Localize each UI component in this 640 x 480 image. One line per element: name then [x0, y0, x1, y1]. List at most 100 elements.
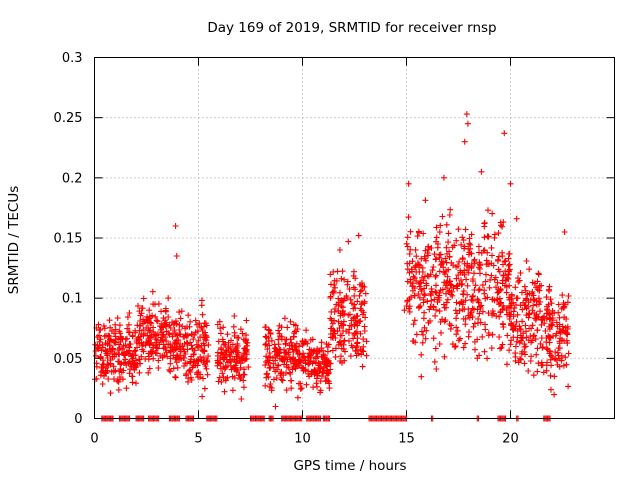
data-point — [433, 238, 439, 245]
data-point — [188, 331, 195, 338]
data-point — [217, 360, 224, 367]
data-point — [454, 285, 461, 292]
data-point — [459, 306, 466, 313]
data-point — [467, 241, 474, 248]
data-point — [506, 250, 513, 257]
data-point — [286, 369, 293, 376]
data-point — [456, 258, 463, 265]
data-point — [453, 237, 460, 244]
data-point — [509, 326, 516, 333]
data-point — [505, 255, 512, 262]
data-point — [460, 288, 467, 294]
data-point — [484, 355, 491, 362]
data-point — [504, 332, 511, 339]
data-point — [406, 308, 413, 315]
data-point — [310, 348, 317, 355]
data-point — [543, 367, 550, 374]
data-point — [214, 321, 221, 328]
data-point — [105, 376, 112, 382]
data-point — [107, 324, 114, 331]
data-point — [437, 222, 444, 229]
data-point — [146, 365, 153, 372]
data-point — [199, 328, 206, 334]
data-point — [442, 317, 449, 323]
data-point — [468, 231, 475, 238]
data-point — [564, 323, 571, 330]
data-point — [411, 274, 418, 281]
data-point — [488, 272, 495, 279]
data-point — [288, 385, 295, 392]
data-point — [453, 315, 460, 322]
data-point — [338, 332, 345, 339]
data-point — [564, 331, 571, 338]
data-point — [442, 255, 449, 262]
data-point — [504, 361, 510, 368]
data-point — [265, 338, 272, 345]
data-point — [404, 278, 411, 285]
data-point — [92, 352, 99, 359]
data-point — [163, 328, 170, 335]
data-point — [533, 301, 540, 308]
data-point — [411, 292, 418, 299]
data-point — [170, 321, 177, 328]
data-point — [548, 300, 555, 307]
data-point — [195, 369, 202, 376]
data-point — [455, 263, 461, 269]
data-point — [544, 346, 551, 353]
data-point — [411, 285, 418, 292]
y-tick-label: 0.1 — [62, 292, 83, 307]
data-point — [550, 333, 556, 340]
data-point — [114, 315, 121, 322]
data-point — [282, 341, 289, 348]
data-point — [489, 210, 496, 217]
data-point — [148, 348, 155, 355]
data-point — [300, 350, 307, 357]
data-point — [182, 325, 189, 332]
data-point — [173, 345, 180, 352]
data-point — [418, 288, 425, 294]
data-point — [443, 244, 450, 251]
data-point — [422, 257, 429, 264]
data-point — [203, 334, 210, 341]
data-point — [237, 326, 244, 333]
data-point — [501, 130, 508, 137]
data-point — [158, 337, 165, 344]
data-point — [196, 320, 203, 327]
data-point — [506, 316, 513, 322]
data-point — [563, 361, 570, 368]
data-point — [494, 296, 501, 303]
data-point — [496, 313, 503, 320]
data-point — [327, 293, 334, 300]
data-point — [325, 370, 331, 377]
data-point — [172, 356, 179, 363]
data-point — [404, 243, 411, 250]
data-point — [239, 330, 246, 337]
data-point — [329, 320, 336, 327]
data-point — [352, 329, 359, 336]
data-point — [436, 289, 443, 296]
data-point — [129, 332, 136, 339]
data-point — [453, 324, 460, 331]
data-point — [354, 298, 361, 305]
data-point — [454, 327, 461, 334]
data-point — [111, 339, 118, 346]
data-point — [289, 366, 296, 373]
data-point — [363, 352, 370, 359]
data-point — [136, 308, 143, 315]
data-point — [263, 340, 270, 347]
data-point — [275, 361, 281, 368]
data-point — [169, 333, 176, 340]
data-point — [519, 306, 526, 313]
data-point — [126, 347, 133, 354]
data-point — [322, 359, 329, 366]
data-point — [176, 321, 183, 328]
data-point — [201, 385, 208, 392]
data-point — [468, 250, 475, 257]
data-point — [354, 312, 361, 319]
data-point — [484, 233, 491, 240]
data-point — [437, 251, 444, 258]
data-point — [187, 318, 194, 325]
data-point — [344, 281, 351, 288]
x-tick-label: 10 — [294, 432, 311, 447]
data-point — [166, 366, 173, 373]
